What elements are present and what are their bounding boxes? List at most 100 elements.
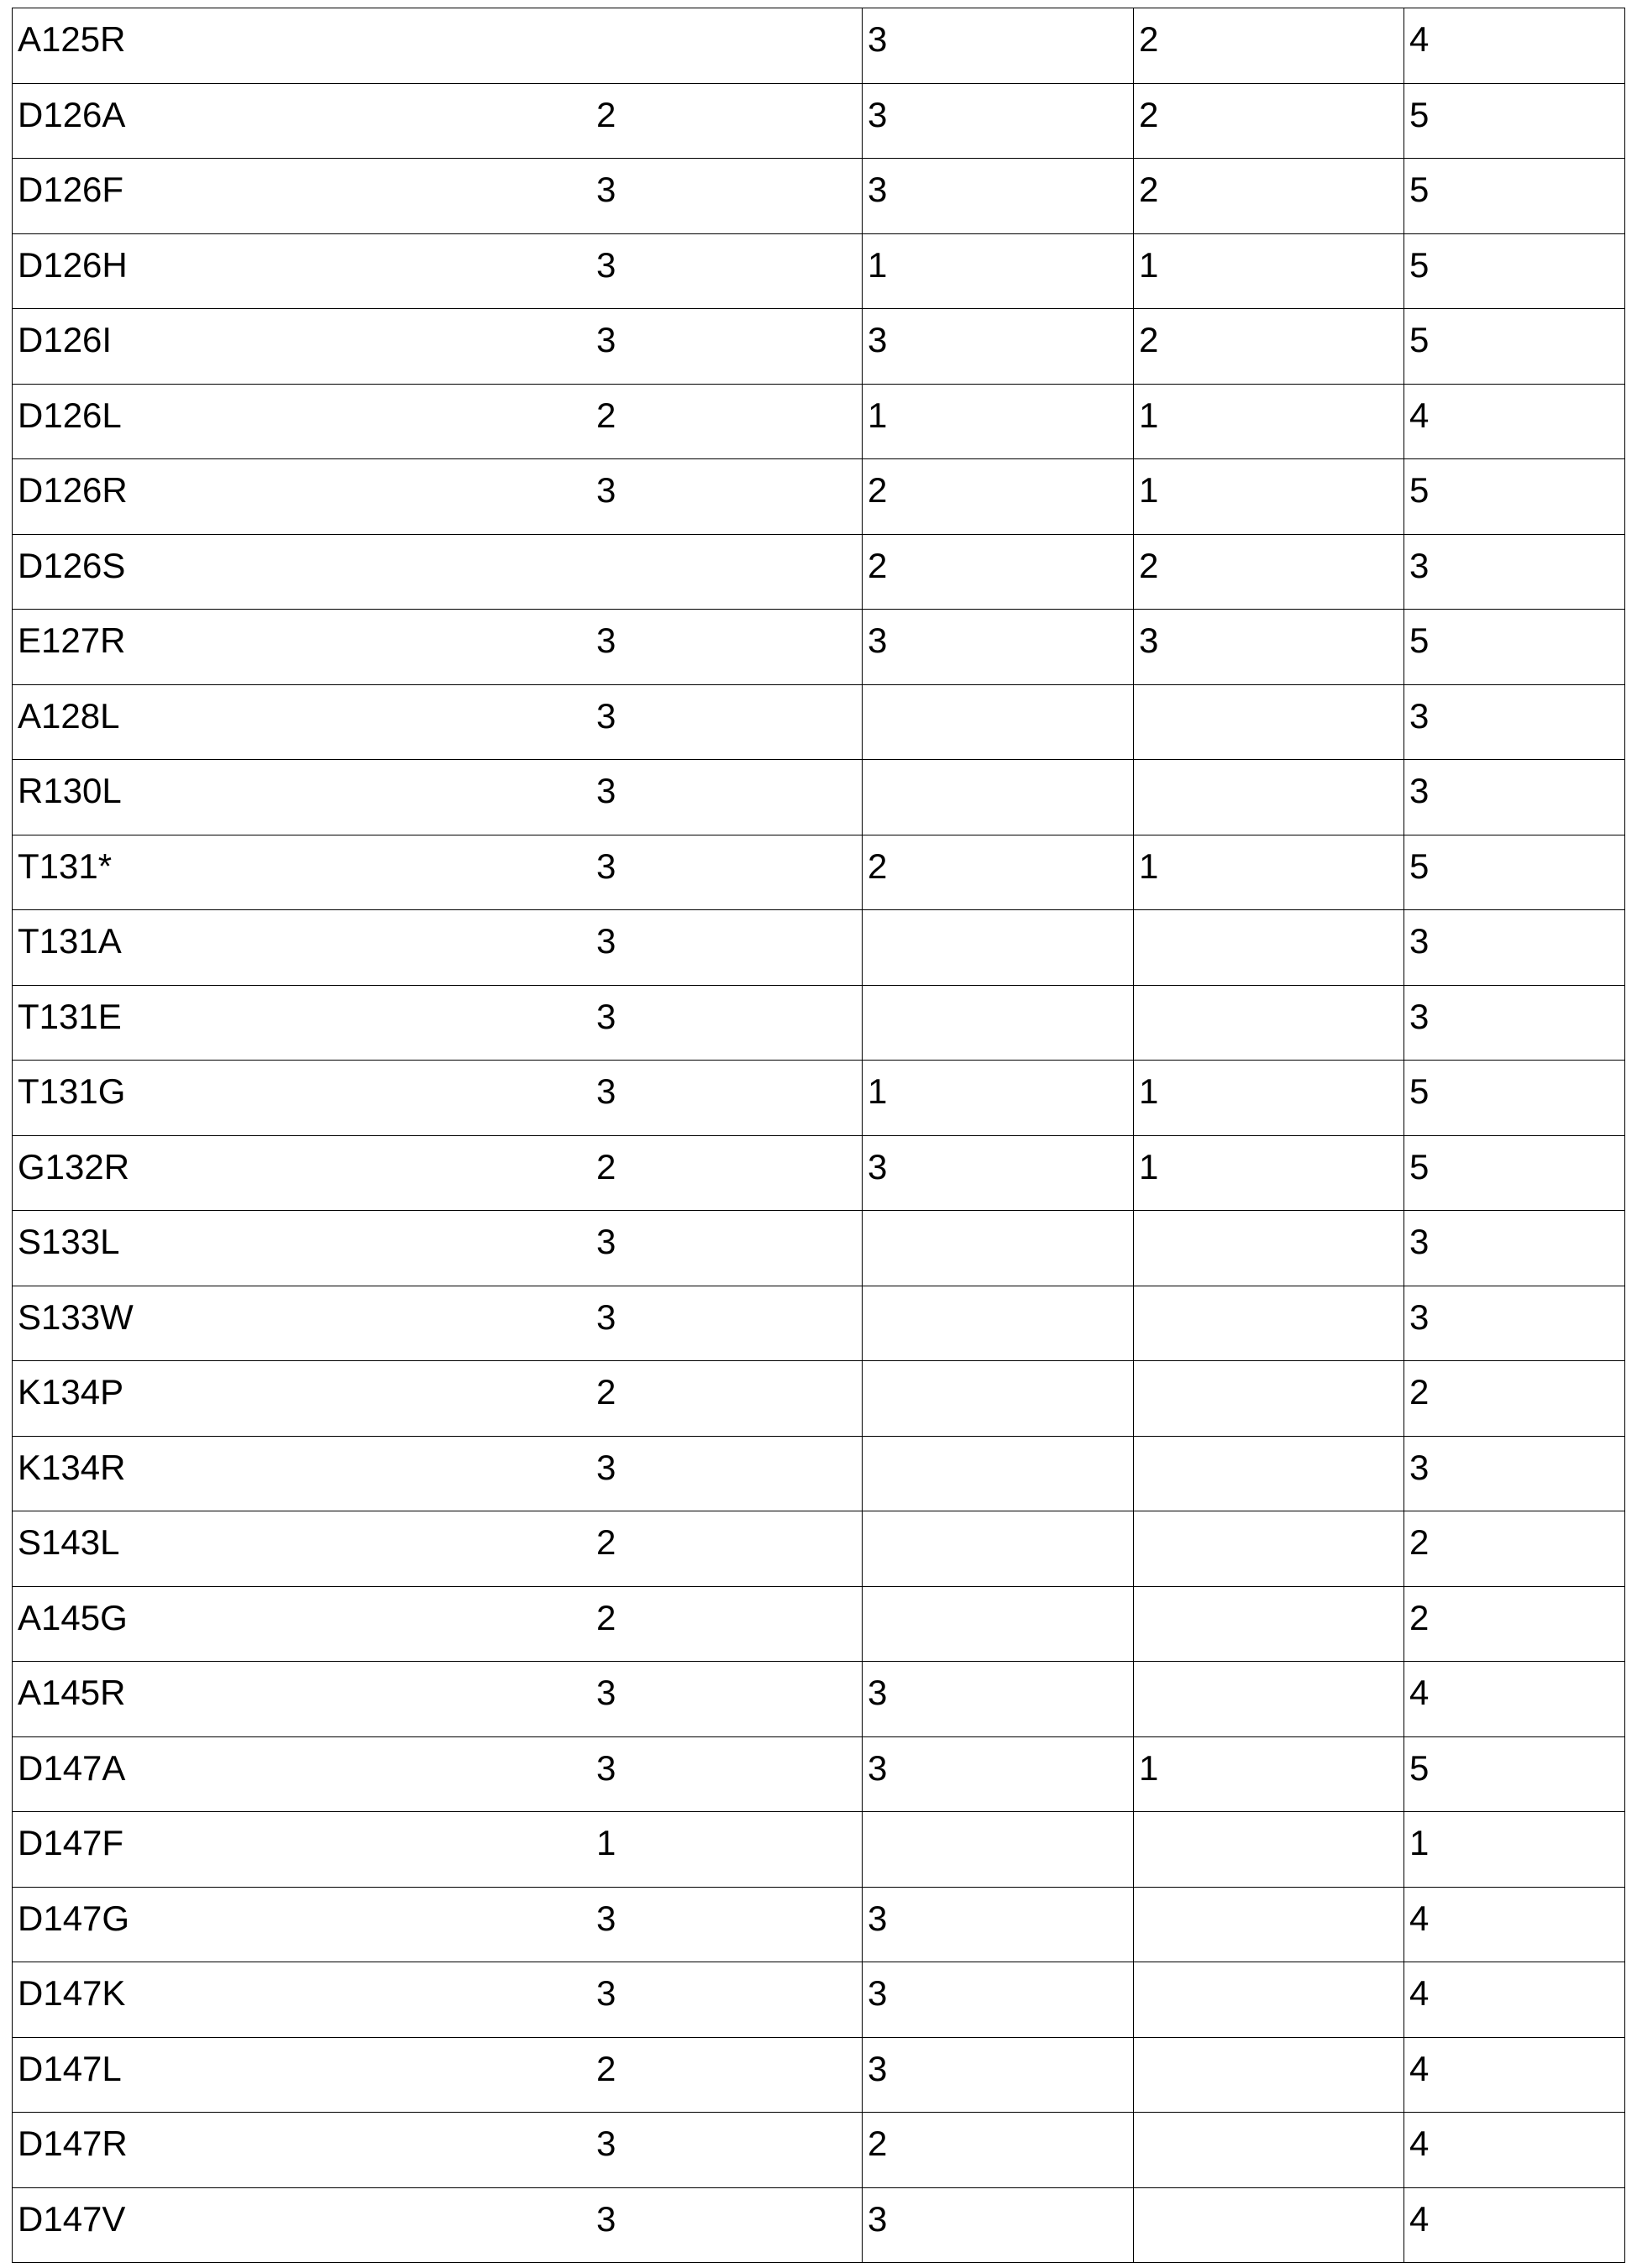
value-col-2 <box>863 910 1134 985</box>
mutation-label: S133W <box>18 1297 134 1337</box>
total-cell: 4 <box>1404 8 1625 83</box>
total-cell: 5 <box>1404 309 1625 384</box>
mutation-cell: D147R3 <box>13 2113 863 2187</box>
value-col-1: 3 <box>596 1675 616 1710</box>
mutation-cell: T131G 3 <box>13 1061 863 1135</box>
total-cell: 4 <box>1404 2038 1625 2113</box>
value-col-2: 3 <box>863 1136 1134 1211</box>
value-col-2: 3 <box>863 1888 1134 1962</box>
total-cell: 3 <box>1404 760 1625 835</box>
total-cell: 4 <box>1404 2188 1625 2263</box>
mutation-label: D126H <box>18 245 128 285</box>
total-cell: 4 <box>1404 1662 1625 1736</box>
value-col-1: 3 <box>596 1751 616 1786</box>
mutation-label: K134R <box>18 1448 125 1487</box>
table-row: A125R324 <box>13 8 1625 84</box>
table-row: A128L33 <box>13 685 1625 761</box>
mutation-cell: K134P2 <box>13 1361 863 1436</box>
total-cell: 5 <box>1404 1061 1625 1135</box>
table-row: S143L22 <box>13 1511 1625 1587</box>
value-col-3: 1 <box>1134 835 1404 910</box>
table-row: T131A3 3 <box>13 910 1625 986</box>
value-col-1: 2 <box>596 1525 616 1560</box>
mutation-cell: T131A3 <box>13 910 863 985</box>
value-col-2: 3 <box>863 159 1134 233</box>
value-col-2: 3 <box>863 1662 1134 1736</box>
value-col-1: 3 <box>596 322 616 358</box>
mutation-label: A145R <box>18 1673 125 1712</box>
value-col-3 <box>1134 2113 1404 2187</box>
mutation-label: T131G <box>18 1071 125 1111</box>
value-col-3: 2 <box>1134 159 1404 233</box>
total-cell: 2 <box>1404 1587 1625 1662</box>
total-cell: 4 <box>1404 1888 1625 1962</box>
value-col-2 <box>863 1211 1134 1286</box>
value-col-2 <box>863 1587 1134 1662</box>
total-cell: 2 <box>1404 1361 1625 1436</box>
value-col-3: 1 <box>1134 1136 1404 1211</box>
mutation-cell: S133W3 <box>13 1286 863 1361</box>
total-cell: 4 <box>1404 1962 1625 2037</box>
value-col-1: 3 <box>596 1224 616 1260</box>
value-col-3 <box>1134 1286 1404 1361</box>
total-cell: 3 <box>1404 910 1625 985</box>
value-col-2: 1 <box>863 1061 1134 1135</box>
value-col-2 <box>863 760 1134 835</box>
value-col-3 <box>1134 1361 1404 1436</box>
table-row: D147V334 <box>13 2188 1625 2264</box>
table-row: T131E33 <box>13 986 1625 1061</box>
mutation-cell: T131E3 <box>13 986 863 1061</box>
total-cell: 4 <box>1404 2113 1625 2187</box>
mutation-label: D147A <box>18 1748 125 1788</box>
mutation-cell: A145R 3 <box>13 1662 863 1736</box>
value-col-3: 1 <box>1134 385 1404 459</box>
value-col-2 <box>863 986 1134 1061</box>
mutation-label: D126L <box>18 395 122 435</box>
value-col-1: 2 <box>596 1375 616 1410</box>
table-row: E127R3335 <box>13 610 1625 685</box>
table-row: D126A2325 <box>13 84 1625 160</box>
table-row: S133W33 <box>13 1286 1625 1362</box>
value-col-2 <box>863 1361 1134 1436</box>
table-row: D126L2114 <box>13 385 1625 460</box>
value-col-3 <box>1134 685 1404 760</box>
mutation-label: A125R <box>18 19 125 59</box>
mutation-cell: D147A 3 <box>13 1737 863 1812</box>
mutation-cell: R130L3 <box>13 760 863 835</box>
mutation-cell: S143L2 <box>13 1511 863 1586</box>
value-col-1: 3 <box>596 248 616 283</box>
value-col-1: 3 <box>596 2202 616 2237</box>
mutation-cell: D126A2 <box>13 84 863 159</box>
value-col-1: 2 <box>596 97 616 133</box>
value-col-3 <box>1134 1511 1404 1586</box>
value-col-3 <box>1134 2038 1404 2113</box>
total-cell: 4 <box>1404 385 1625 459</box>
value-col-2: 1 <box>863 234 1134 309</box>
table-row: K134P22 <box>13 1361 1625 1437</box>
mutation-cell: D147G3 <box>13 1888 863 1962</box>
mutation-cell: D126H 3 <box>13 234 863 309</box>
total-cell: 1 <box>1404 1812 1625 1887</box>
table-row: S133L33 <box>13 1211 1625 1286</box>
value-col-2: 3 <box>863 1962 1134 2037</box>
value-col-2: 2 <box>863 459 1134 534</box>
table-row: A145R 3 3 4 <box>13 1662 1625 1737</box>
value-col-3 <box>1134 760 1404 835</box>
mutation-label: D126I <box>18 320 112 359</box>
value-col-2: 3 <box>863 309 1134 384</box>
mutation-cell: D126S <box>13 535 863 610</box>
mutation-cell: A145G2 <box>13 1587 863 1662</box>
table-row: T131*3215 <box>13 835 1625 911</box>
table-row: G132R2315 <box>13 1136 1625 1212</box>
total-cell: 2 <box>1404 1511 1625 1586</box>
mutation-label: A145G <box>18 1598 128 1637</box>
value-col-1: 3 <box>596 1074 616 1109</box>
mutation-label: G132R <box>18 1147 129 1186</box>
mutation-cell: D147K3 <box>13 1962 863 2037</box>
mutation-cell: D126R3 <box>13 459 863 534</box>
value-col-3: 2 <box>1134 309 1404 384</box>
total-cell: 5 <box>1404 1737 1625 1812</box>
total-cell: 3 <box>1404 535 1625 610</box>
table-row: D147G33 4 <box>13 1888 1625 1963</box>
value-col-2: 3 <box>863 2038 1134 2113</box>
